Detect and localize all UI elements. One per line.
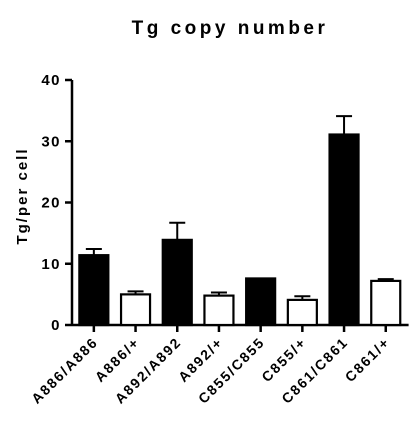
y-ticks: 0 10 20 30 40 — [41, 72, 72, 334]
y-tick-label: 20 — [41, 195, 61, 212]
bar-a886- — [119, 293, 152, 327]
y-tick-label: 0 — [51, 317, 61, 334]
x-ticks: A886/A886A886/+A892/A892A892/+C855/C855C… — [28, 325, 393, 407]
bar-a892-a892 — [161, 238, 193, 327]
bar-c861- — [370, 279, 402, 327]
y-tick-label: 40 — [41, 72, 61, 89]
bar-c861-c861 — [328, 133, 360, 327]
chart-title: Tg copy number — [132, 18, 329, 39]
bar-a892- — [203, 294, 235, 327]
error-bars — [85, 115, 394, 300]
y-axis-label: Tg/per cell — [14, 147, 31, 244]
bar-c855-c855 — [245, 277, 277, 327]
bar-c855- — [286, 298, 318, 327]
y-tick-label: 10 — [41, 256, 61, 273]
x-tick-label: C861/+ — [342, 334, 393, 385]
bar-a886-a886 — [78, 254, 110, 327]
bars — [78, 133, 402, 327]
y-tick-label: 30 — [41, 133, 61, 150]
x-tick-label: A886/A886 — [28, 334, 101, 407]
